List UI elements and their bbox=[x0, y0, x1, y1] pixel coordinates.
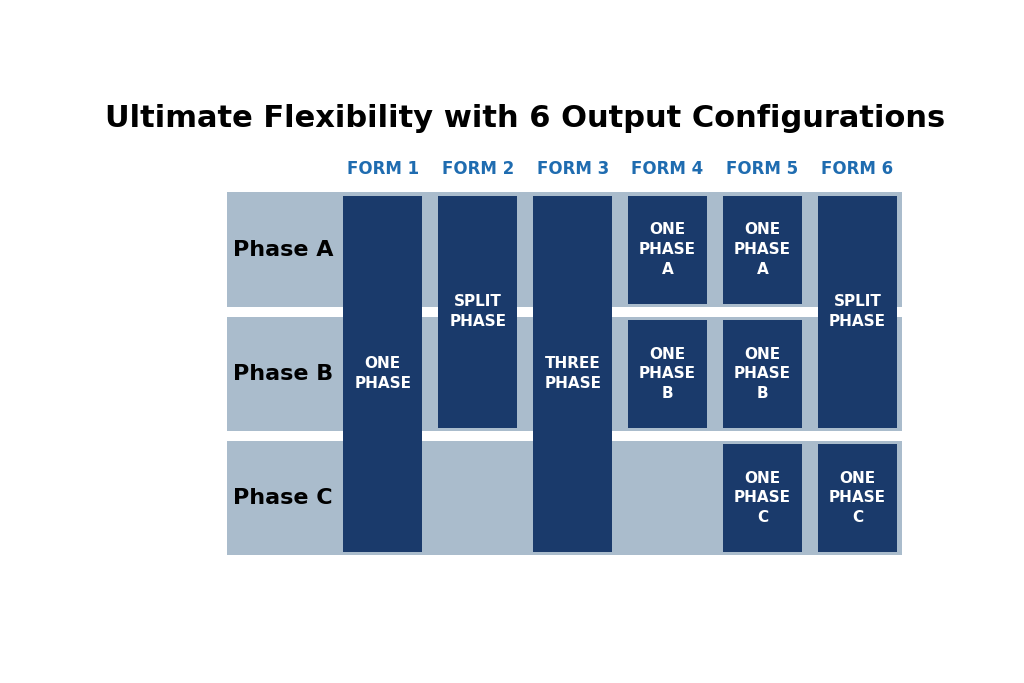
Text: ONE
PHASE
B: ONE PHASE B bbox=[639, 346, 696, 401]
Bar bbox=[438, 195, 517, 428]
Bar bbox=[723, 444, 802, 552]
Text: Ultimate Flexibility with 6 Output Configurations: Ultimate Flexibility with 6 Output Confi… bbox=[104, 104, 945, 133]
Text: THREE
PHASE: THREE PHASE bbox=[544, 357, 601, 391]
Text: ONE
PHASE
A: ONE PHASE A bbox=[639, 223, 696, 277]
Text: FORM 1: FORM 1 bbox=[347, 160, 419, 178]
Bar bbox=[534, 195, 612, 552]
Bar bbox=[723, 195, 802, 304]
Text: ONE
PHASE
C: ONE PHASE C bbox=[829, 471, 886, 525]
Text: FORM 2: FORM 2 bbox=[441, 160, 514, 178]
Text: SPLIT
PHASE: SPLIT PHASE bbox=[450, 294, 506, 329]
Bar bbox=[628, 195, 708, 304]
Text: FORM 5: FORM 5 bbox=[726, 160, 799, 178]
Bar bbox=[343, 195, 422, 552]
Text: FORM 6: FORM 6 bbox=[821, 160, 894, 178]
Bar bbox=[227, 441, 902, 555]
Text: FORM 4: FORM 4 bbox=[632, 160, 703, 178]
Text: ONE
PHASE
B: ONE PHASE B bbox=[734, 346, 791, 401]
Bar bbox=[818, 195, 897, 428]
Bar bbox=[628, 320, 708, 428]
Text: ONE
PHASE: ONE PHASE bbox=[354, 357, 412, 391]
Text: ONE
PHASE
A: ONE PHASE A bbox=[734, 223, 791, 277]
Bar bbox=[723, 320, 802, 428]
Bar bbox=[227, 316, 902, 431]
Text: Phase C: Phase C bbox=[233, 488, 333, 508]
Text: Phase A: Phase A bbox=[232, 240, 333, 260]
Text: FORM 3: FORM 3 bbox=[537, 160, 609, 178]
Text: ONE
PHASE
C: ONE PHASE C bbox=[734, 471, 791, 525]
Bar bbox=[227, 193, 902, 307]
Text: Phase B: Phase B bbox=[232, 364, 333, 384]
Bar bbox=[818, 444, 897, 552]
Text: SPLIT
PHASE: SPLIT PHASE bbox=[829, 294, 886, 329]
